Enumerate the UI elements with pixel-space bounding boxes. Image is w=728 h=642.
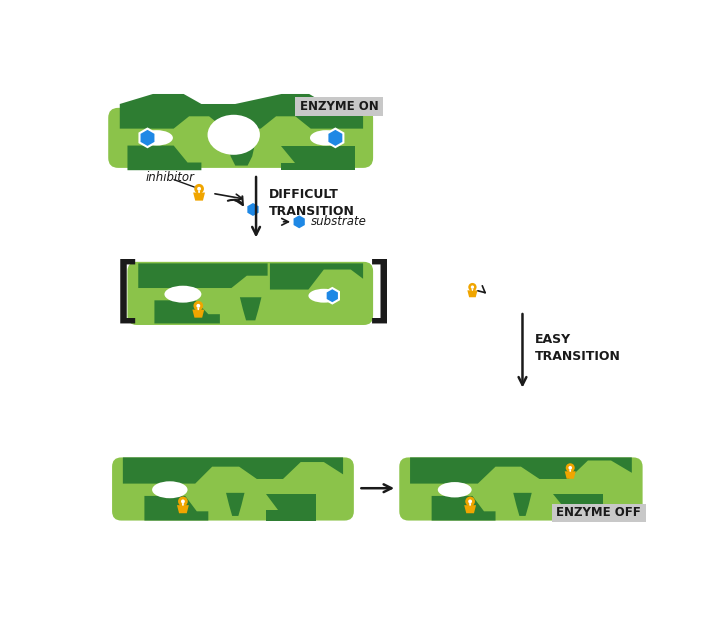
Polygon shape — [464, 505, 476, 513]
Polygon shape — [144, 496, 208, 521]
Polygon shape — [226, 493, 245, 516]
Polygon shape — [569, 469, 571, 472]
FancyBboxPatch shape — [127, 262, 373, 325]
Polygon shape — [513, 493, 531, 516]
Circle shape — [465, 496, 475, 507]
Polygon shape — [177, 505, 189, 513]
Circle shape — [468, 499, 472, 503]
Polygon shape — [565, 471, 576, 479]
Polygon shape — [266, 494, 316, 521]
Polygon shape — [123, 457, 343, 483]
Text: substrate: substrate — [311, 215, 367, 229]
Text: inhibitor: inhibitor — [145, 171, 194, 184]
FancyBboxPatch shape — [296, 97, 383, 116]
Polygon shape — [410, 457, 632, 483]
Polygon shape — [282, 146, 355, 170]
Polygon shape — [235, 94, 363, 128]
Polygon shape — [246, 202, 260, 217]
Ellipse shape — [152, 482, 188, 498]
Text: EASY
TRANSITION: EASY TRANSITION — [535, 333, 621, 363]
Circle shape — [178, 496, 188, 507]
Circle shape — [194, 184, 204, 194]
Ellipse shape — [207, 115, 260, 155]
Circle shape — [194, 301, 203, 311]
Polygon shape — [270, 263, 363, 290]
Polygon shape — [432, 496, 496, 521]
Polygon shape — [193, 193, 205, 200]
Text: [: [ — [114, 258, 141, 327]
Ellipse shape — [310, 130, 342, 146]
Text: ]: ] — [365, 258, 393, 327]
Polygon shape — [197, 308, 199, 310]
Polygon shape — [127, 146, 202, 170]
Circle shape — [197, 187, 201, 191]
Circle shape — [197, 304, 200, 308]
Ellipse shape — [165, 286, 202, 302]
Ellipse shape — [309, 289, 339, 302]
Polygon shape — [472, 289, 473, 291]
Polygon shape — [120, 94, 248, 128]
Polygon shape — [192, 309, 205, 318]
Polygon shape — [228, 143, 256, 166]
Polygon shape — [553, 494, 604, 521]
Polygon shape — [328, 128, 344, 147]
Polygon shape — [469, 503, 471, 506]
Ellipse shape — [141, 130, 173, 146]
Circle shape — [566, 464, 574, 473]
Polygon shape — [138, 263, 268, 288]
Text: ENZYME OFF: ENZYME OFF — [556, 507, 641, 519]
Text: DIFFICULT
TRANSITION: DIFFICULT TRANSITION — [269, 188, 355, 218]
FancyBboxPatch shape — [108, 108, 373, 168]
Circle shape — [569, 466, 572, 469]
FancyBboxPatch shape — [399, 457, 643, 521]
Polygon shape — [240, 297, 261, 320]
Circle shape — [181, 499, 185, 503]
Polygon shape — [182, 503, 184, 506]
Polygon shape — [467, 290, 478, 297]
Circle shape — [468, 283, 477, 291]
Polygon shape — [140, 128, 156, 147]
Polygon shape — [293, 214, 306, 229]
Polygon shape — [325, 288, 339, 304]
FancyBboxPatch shape — [552, 503, 646, 522]
FancyBboxPatch shape — [112, 457, 354, 521]
Polygon shape — [198, 191, 200, 193]
Text: ENZYME ON: ENZYME ON — [300, 100, 379, 113]
Polygon shape — [154, 300, 220, 324]
Ellipse shape — [438, 482, 472, 498]
Circle shape — [471, 286, 474, 289]
